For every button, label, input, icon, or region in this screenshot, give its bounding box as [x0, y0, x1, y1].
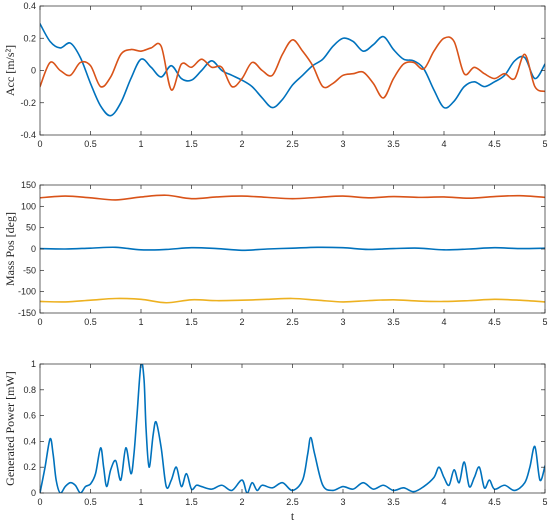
- x-tick-label: 4: [441, 139, 446, 149]
- x-tick-label: 5: [542, 497, 547, 507]
- y-axis-label: Acc [m/s²]: [3, 45, 17, 96]
- x-tick-label: 3.5: [387, 139, 400, 149]
- x-tick-label: 2.5: [286, 139, 299, 149]
- x-tick-label: 2: [239, 139, 244, 149]
- x-tick-label: 1.5: [185, 139, 198, 149]
- x-tick-label: 5: [542, 317, 547, 327]
- y-tick-label: 1: [31, 359, 36, 369]
- axes-box: [39, 5, 546, 136]
- x-tick-label: 4: [441, 497, 446, 507]
- y-tick-label: 0.8: [23, 385, 36, 395]
- x-tick-label: 4: [441, 317, 446, 327]
- y-tick-label: -0.4: [20, 130, 36, 140]
- x-tick-label: 3: [340, 139, 345, 149]
- y-tick-label: 0.4: [23, 436, 36, 446]
- series-line-3-1: [40, 364, 545, 493]
- series-line-2-1: [40, 194, 545, 201]
- x-tick-label: 1: [138, 317, 143, 327]
- x-tick-label: 4.5: [488, 497, 501, 507]
- y-tick-label: -150: [18, 308, 36, 318]
- x-tick-label: 0.5: [84, 317, 97, 327]
- x-tick-label: 3.5: [387, 317, 400, 327]
- series-line-1-1: [40, 22, 545, 117]
- x-tick-label: 0.5: [84, 139, 97, 149]
- series-line-1-2: [40, 36, 545, 99]
- y-tick-label: 0: [31, 66, 36, 76]
- x-tick-label: 2: [239, 317, 244, 327]
- y-axis-label: Generated Power [mW]: [3, 371, 17, 486]
- y-tick-label: -50: [23, 265, 36, 275]
- chart-panel-3: 0 0.5 1 1.5 2 2.5 3 3.5 4 4.5 5 0 0.2 0.4 0.6 0.8 1 Gener…: [3, 359, 548, 523]
- y-tick-label: 100: [21, 201, 36, 211]
- x-tick-label: 2.5: [286, 497, 299, 507]
- x-tick-label: 3.5: [387, 497, 400, 507]
- x-tick-label: 1.5: [185, 497, 198, 507]
- y-tick-label: 0: [31, 488, 36, 498]
- x-tick-label: 2.5: [286, 317, 299, 327]
- x-tick-label: 0: [37, 497, 42, 507]
- x-tick-label: 1: [138, 497, 143, 507]
- x-tick-label: 5: [542, 139, 547, 149]
- y-axis-label: Mass Pos [deg]: [3, 212, 17, 286]
- x-tick-label: 2: [239, 497, 244, 507]
- x-tick-label: 0: [37, 317, 42, 327]
- y-tick-label: 50: [26, 223, 36, 233]
- y-tick-label: -100: [18, 287, 36, 297]
- x-tick-label: 4.5: [488, 139, 501, 149]
- axes-box: [39, 363, 546, 494]
- x-tick-label: 0.5: [84, 497, 97, 507]
- x-tick-label: 1: [138, 139, 143, 149]
- series-line-2-2: [40, 246, 545, 252]
- y-tick-label: -0.2: [20, 98, 36, 108]
- x-tick-label: 1.5: [185, 317, 198, 327]
- chart-panel-2: 0 0.5 1 1.5 2 2.5 3 3.5 4 4.5 5 -150 -100 -50 0 50 100 15…: [3, 180, 548, 327]
- x-axis-label: t: [291, 509, 295, 523]
- series-line-2-3: [40, 297, 545, 304]
- y-tick-label: 0: [31, 244, 36, 254]
- y-tick-label: 0.2: [23, 462, 36, 472]
- chart-panel-1: 0 0.5 1 1.5 2 2.5 3 3.5 4 4.5 5 -0.4 -0.2 0 0.2 0.4 Acc …: [3, 1, 548, 149]
- y-tick-label: 0.6: [23, 411, 36, 421]
- x-tick-label: 4.5: [488, 317, 501, 327]
- x-tick-label: 3: [340, 497, 345, 507]
- y-tick-label: 0.2: [23, 33, 36, 43]
- x-tick-label: 0: [37, 139, 42, 149]
- y-tick-label: 0.4: [23, 1, 36, 11]
- x-tick-label: 3: [340, 317, 345, 327]
- y-tick-label: 150: [21, 180, 36, 190]
